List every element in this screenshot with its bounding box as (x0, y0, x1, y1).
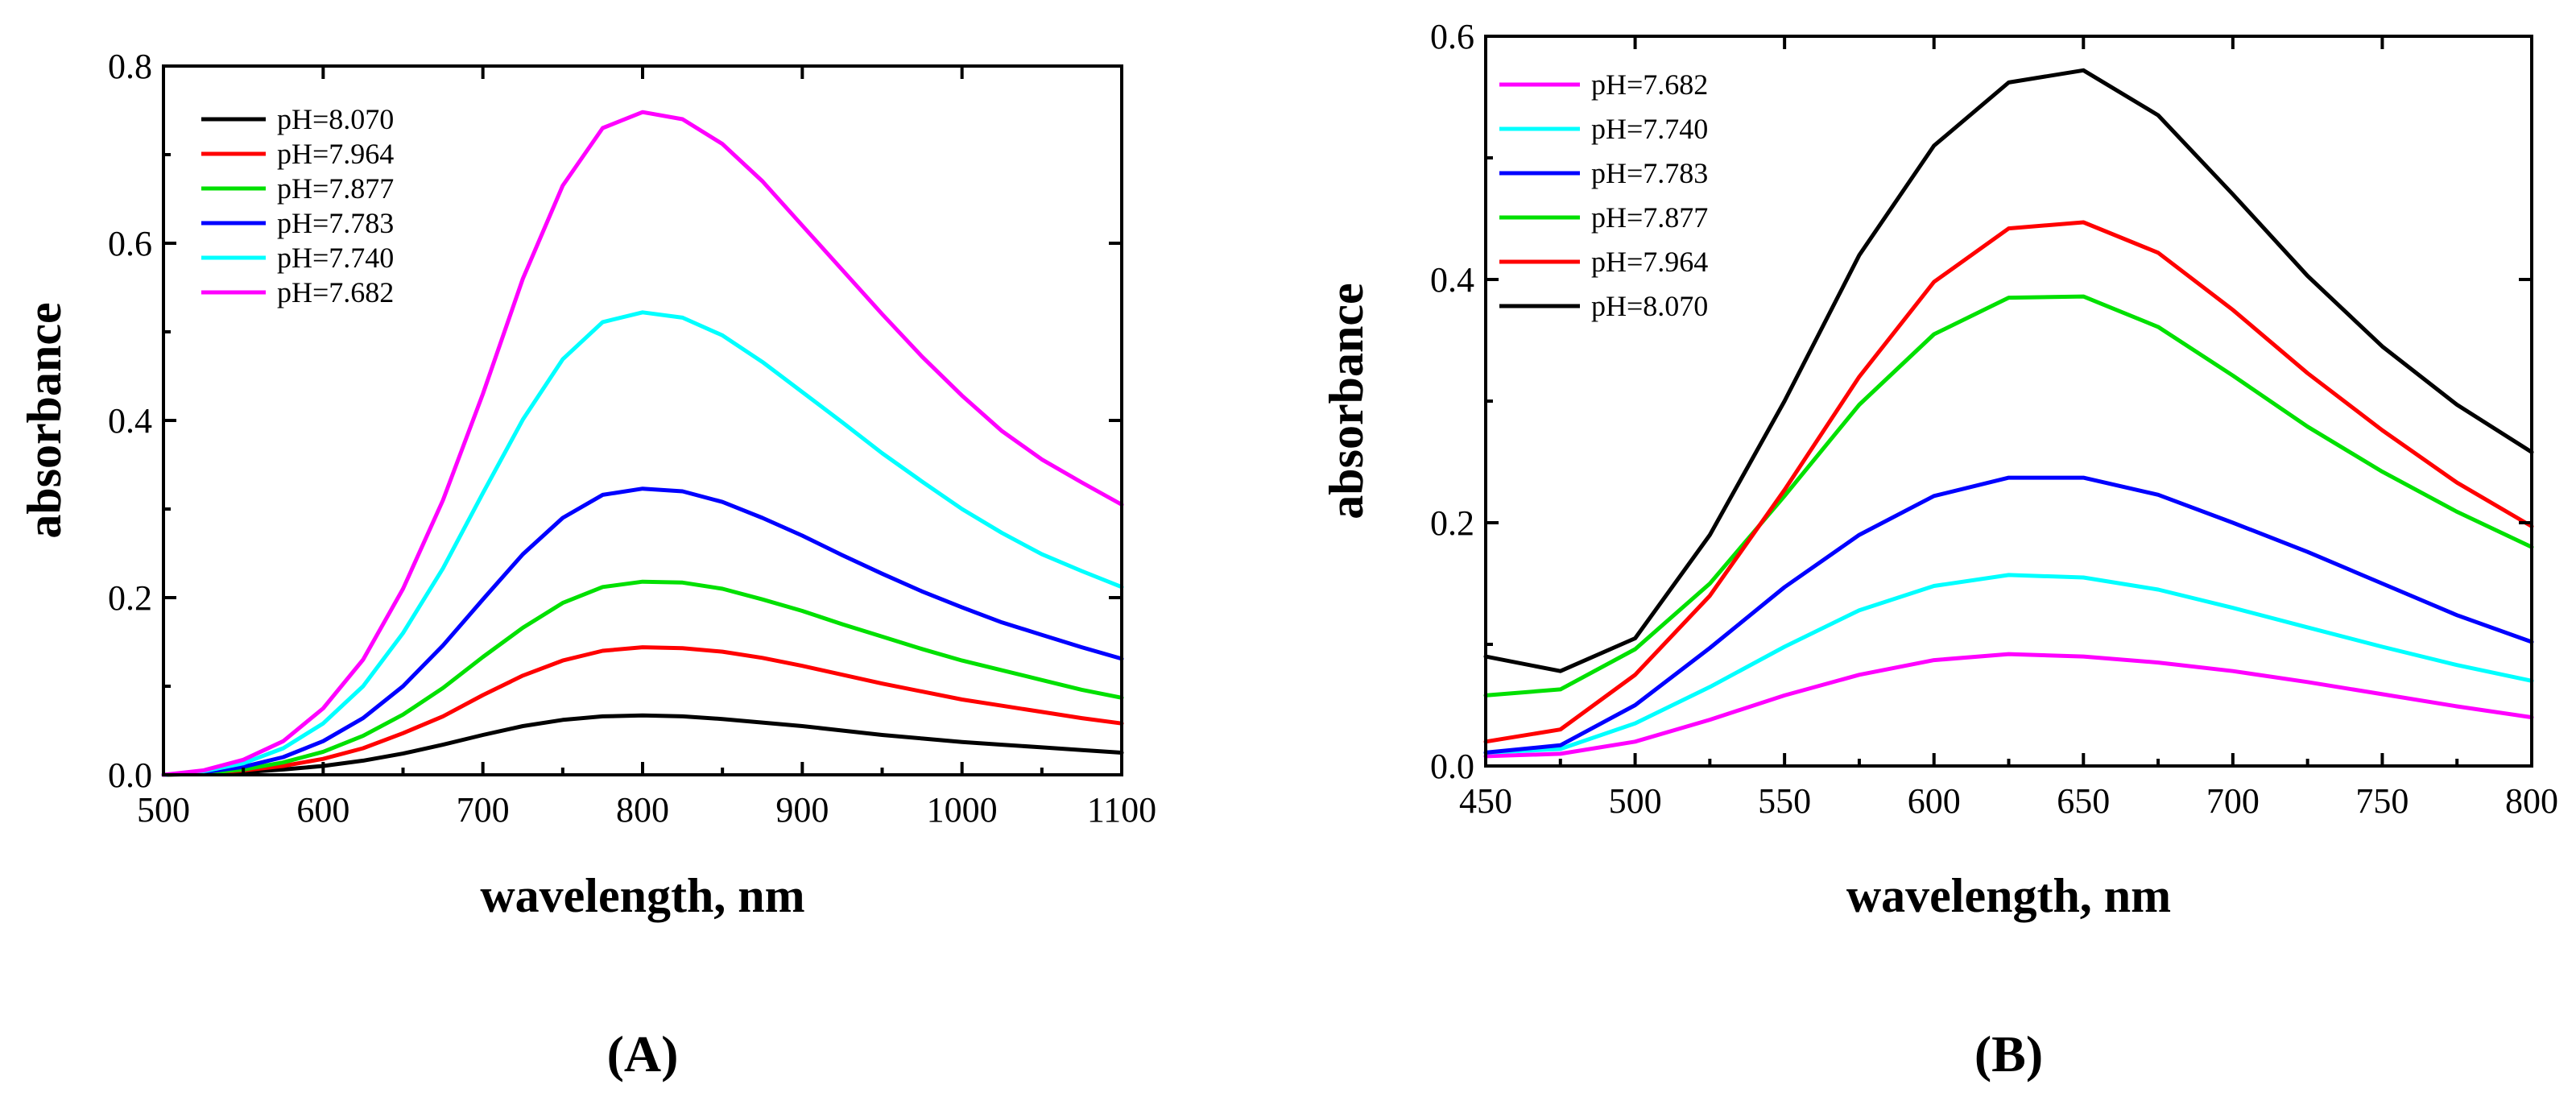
chart-panel-b: 450 500 550 600 650 700 750 800 0.0 0.2 0.4 0.6 wave… (1320, 17, 2558, 1083)
series-line-pH=7.877 (1483, 294, 2534, 698)
series-line-pH=7.682 (1483, 652, 2534, 759)
x-axis-title: wavelength, nm (1846, 869, 2171, 922)
y-axis-title: absorbance (1320, 283, 1373, 519)
series-line-pH=7.682 (161, 110, 1124, 777)
legend-label: pH=7.964 (1591, 246, 1708, 278)
x-tick-label: 500 (137, 790, 190, 830)
series-line-pH=8.070 (1483, 68, 2534, 673)
legend-label: pH=8.070 (1591, 290, 1708, 322)
y-tick-label: 0.4 (1430, 260, 1474, 300)
x-tick-label: 650 (2057, 781, 2110, 821)
series-line-pH=7.964 (1483, 220, 2534, 744)
x-tick-label: 700 (457, 790, 510, 830)
x-tick-label: 550 (1758, 781, 1811, 821)
x-tick-label: 800 (616, 790, 669, 830)
series-line-pH=7.877 (161, 579, 1124, 777)
series-line-pH=7.740 (1483, 573, 2534, 755)
x-tick-label: 700 (2206, 781, 2260, 821)
x-axis-title: wavelength, nm (480, 869, 804, 922)
legend-label: pH=7.682 (1591, 68, 1708, 101)
x-tick-label: 1100 (1087, 790, 1156, 830)
x-tick-label: 600 (1908, 781, 1961, 821)
x-tick-label: 600 (296, 790, 349, 830)
y-tick-label: 0.2 (108, 578, 152, 618)
panel-label: (B) (1974, 1025, 2043, 1083)
legend-label: pH=7.877 (1591, 201, 1708, 234)
x-tick-label: 800 (2505, 781, 2558, 821)
x-tick-label: 750 (2355, 781, 2409, 821)
legend-label: pH=7.964 (277, 138, 394, 170)
y-axis-title: absorbance (18, 302, 71, 538)
x-tick-label: 1000 (927, 790, 998, 830)
y-tick-label: 0.6 (108, 224, 152, 263)
y-tick-label: 0.4 (108, 401, 152, 441)
series-line-pH=7.740 (161, 310, 1124, 777)
legend-label: pH=7.877 (277, 172, 394, 205)
y-tick-label: 0.6 (1430, 17, 1474, 56)
legend-label: pH=7.740 (277, 242, 394, 274)
legend-label: pH=7.740 (1591, 113, 1708, 145)
plot-frame (1484, 35, 2533, 768)
x-tick-label: 900 (775, 790, 829, 830)
y-tick-label: 0.0 (1430, 747, 1474, 786)
legend-label: pH=7.783 (277, 207, 394, 239)
legend-label: pH=7.682 (277, 276, 394, 308)
series-line-pH=7.783 (161, 486, 1124, 777)
x-tick-label: 450 (1459, 781, 1512, 821)
series-line-pH=7.964 (161, 645, 1124, 777)
y-tick-label: 0.0 (108, 755, 152, 795)
series-line-pH=7.783 (1483, 475, 2534, 755)
y-tick-label: 0.2 (1430, 503, 1474, 543)
legend-label: pH=8.070 (277, 103, 394, 135)
chart-panel-a: 500 600 700 800 900 1000 1100 0.0 0.2 0.4 0.6 0.8 wa… (18, 47, 1156, 1083)
y-tick-label: 0.8 (108, 47, 152, 86)
panel-label: (A) (607, 1025, 679, 1083)
x-tick-label: 500 (1609, 781, 1662, 821)
legend-label: pH=7.783 (1591, 157, 1708, 189)
